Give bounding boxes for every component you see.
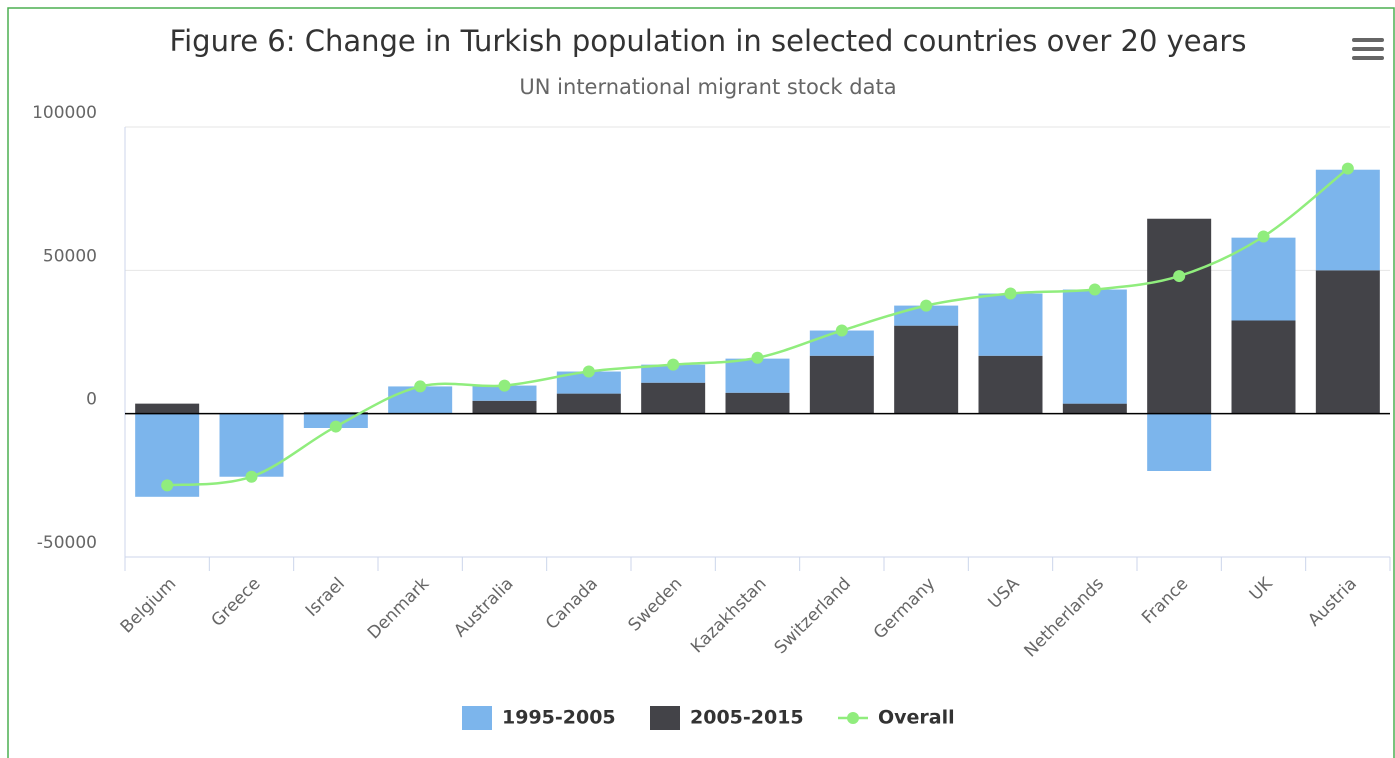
x-tick-label: Denmark — [364, 574, 434, 644]
line-marker — [1173, 270, 1186, 283]
x-tick-label: France — [1138, 574, 1192, 628]
x-tick-label: Canada — [542, 574, 602, 634]
line-marker — [751, 351, 764, 364]
bar — [641, 382, 706, 414]
bar — [1231, 320, 1296, 414]
bar — [725, 392, 790, 414]
legend-item[interactable]: 1995-2005 — [462, 706, 616, 730]
line-marker — [667, 358, 680, 371]
bar — [1315, 169, 1380, 271]
legend-item[interactable]: Overall — [838, 707, 955, 729]
chart-subtitle: UN international migrant stock data — [519, 75, 896, 99]
line-marker — [1088, 283, 1101, 296]
line-marker — [245, 470, 258, 483]
bar — [809, 355, 874, 414]
line-marker — [498, 379, 511, 392]
bar — [894, 325, 959, 414]
bar — [1231, 237, 1296, 321]
chart-border — [7, 7, 1395, 758]
bar — [641, 364, 706, 383]
bar — [472, 385, 537, 401]
x-tick-label: Kazakhstan — [687, 574, 770, 657]
line-marker — [1257, 230, 1270, 243]
legend-symbol — [847, 712, 859, 724]
bar — [1062, 289, 1127, 404]
legend-label: 1995-2005 — [502, 707, 616, 729]
line-marker — [161, 479, 174, 492]
bar — [135, 403, 200, 414]
x-tick-label: Austria — [1304, 574, 1361, 631]
menu-line[interactable] — [1352, 38, 1384, 42]
line-marker — [329, 420, 342, 433]
bar — [556, 393, 621, 414]
x-tick-label: Sweden — [625, 574, 687, 636]
x-tick-label: Greece — [208, 574, 265, 631]
line-marker — [582, 365, 595, 378]
line-marker — [835, 324, 848, 337]
y-tick-label: 100000 — [32, 103, 97, 123]
x-tick-label: Israel — [302, 574, 349, 621]
x-tick-label: Australia — [450, 574, 517, 641]
line-marker — [920, 299, 933, 312]
bar — [556, 371, 621, 394]
y-tick-label: -50000 — [37, 533, 97, 553]
legend-label: Overall — [878, 707, 955, 729]
legend-symbol — [650, 706, 680, 730]
x-tick-label: UK — [1246, 573, 1277, 604]
chart-title: Figure 6: Change in Turkish population i… — [170, 24, 1247, 58]
menu-button[interactable] — [1352, 38, 1384, 60]
legend-label: 2005-2015 — [690, 707, 804, 729]
menu-line[interactable] — [1352, 47, 1384, 51]
bar — [472, 400, 537, 414]
bar — [978, 355, 1043, 414]
bar — [978, 293, 1043, 356]
x-tick-label: Netherlands — [1020, 574, 1108, 662]
menu-line[interactable] — [1352, 56, 1384, 60]
line-marker — [414, 380, 427, 393]
bar — [1147, 218, 1212, 414]
bar — [1062, 403, 1127, 414]
x-tick-label: Belgium — [117, 574, 180, 637]
y-tick-label: 50000 — [43, 246, 97, 266]
x-tick-label: USA — [985, 574, 1024, 613]
legend-symbol — [462, 706, 492, 730]
x-tick-label: Germany — [870, 574, 939, 643]
x-tick-label: Switzerland — [771, 574, 855, 658]
line-marker — [1341, 162, 1354, 175]
bar — [725, 358, 790, 393]
legend-item[interactable]: 2005-2015 — [650, 706, 804, 730]
y-tick-label: 0 — [86, 390, 97, 410]
line-marker — [1004, 287, 1017, 300]
bar — [1147, 413, 1212, 471]
bar — [1315, 270, 1380, 414]
